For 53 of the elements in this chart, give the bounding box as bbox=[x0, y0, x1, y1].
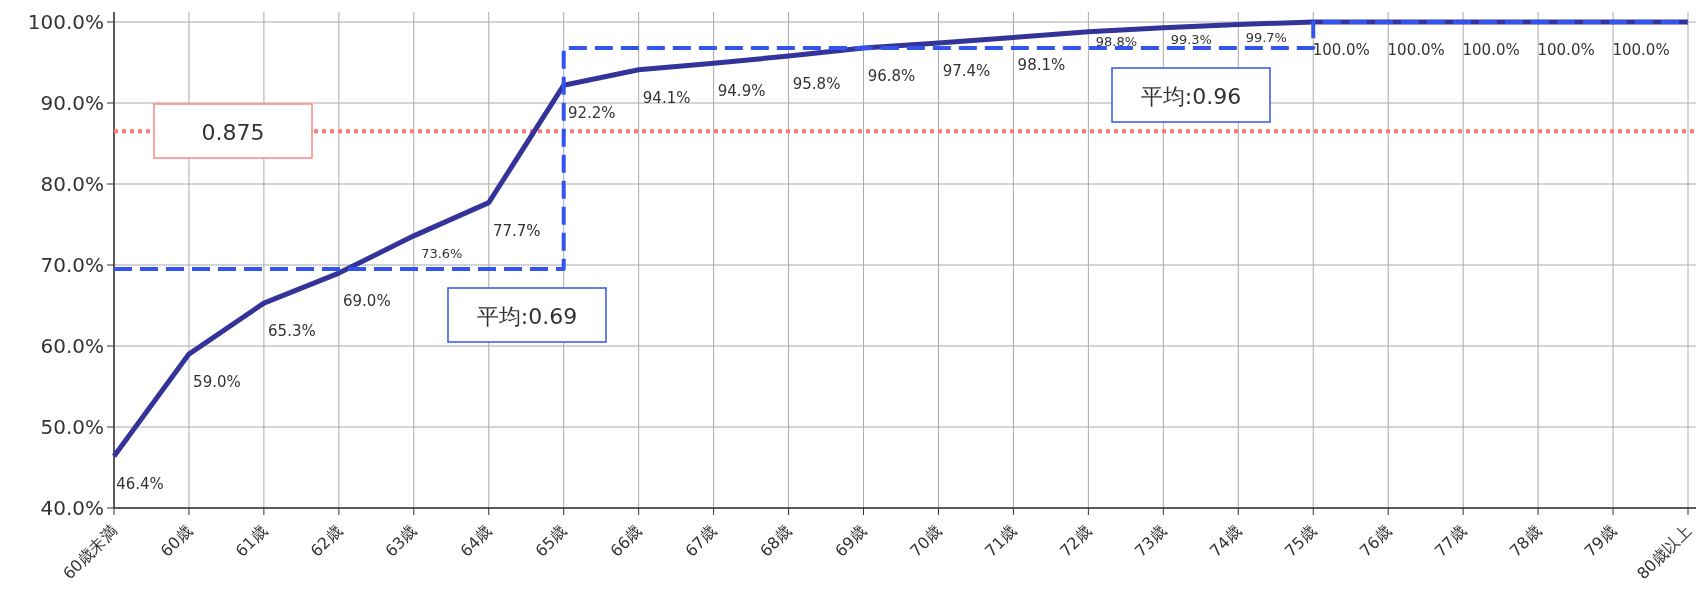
x-tick-label: 60歳未満 bbox=[59, 521, 121, 584]
data-label: 98.1% bbox=[1017, 56, 1066, 75]
data-label: 100.0% bbox=[1312, 41, 1370, 59]
x-tick-label: 76歳 bbox=[1355, 521, 1396, 561]
x-tick-label: 80歳以上 bbox=[1633, 521, 1695, 584]
data-label: 99.3% bbox=[1170, 31, 1212, 47]
y-tick-label: 80.0% bbox=[40, 172, 104, 196]
data-label: 100.0% bbox=[1387, 41, 1445, 59]
x-tick-label: 61歳 bbox=[231, 521, 271, 561]
data-label: 95.8% bbox=[792, 75, 841, 94]
data-label: 97.4% bbox=[942, 62, 991, 81]
x-tick-label: 71歳 bbox=[981, 521, 1021, 561]
x-tick-label: 63歳 bbox=[381, 521, 421, 561]
x-tick-label: 64歳 bbox=[456, 521, 496, 561]
data-label: 94.9% bbox=[717, 82, 766, 101]
data-label: 77.7% bbox=[492, 221, 541, 240]
x-tick-label: 69歳 bbox=[831, 521, 871, 561]
x-tick-label: 72歳 bbox=[1056, 521, 1096, 561]
data-label: 73.6% bbox=[421, 246, 463, 262]
x-tick-label: 79歳 bbox=[1580, 521, 1620, 561]
y-tick-label: 40.0% bbox=[40, 496, 104, 520]
x-tick-label: 60歳 bbox=[156, 521, 196, 561]
data-label: 99.7% bbox=[1245, 30, 1287, 46]
x-tick-label: 67歳 bbox=[681, 521, 721, 561]
x-tick-label: 74歳 bbox=[1205, 521, 1246, 561]
data-label: 92.2% bbox=[567, 104, 616, 123]
data-label: 98.8% bbox=[1095, 33, 1138, 49]
data-label: 100.0% bbox=[1462, 41, 1520, 59]
y-tick-label: 50.0% bbox=[40, 415, 104, 439]
data-label: 69.0% bbox=[343, 292, 391, 311]
data-label: 65.3% bbox=[268, 322, 316, 341]
data-label: 46.4% bbox=[116, 475, 164, 494]
data-label: 100.0% bbox=[1612, 41, 1670, 59]
x-tick-label: 75歳 bbox=[1280, 521, 1321, 561]
x-tick-label: 68歳 bbox=[756, 521, 796, 561]
x-tick-label: 73歳 bbox=[1131, 521, 1171, 561]
annotation: 平均:0.69 bbox=[476, 304, 578, 329]
y-tick-label: 60.0% bbox=[40, 334, 104, 358]
y-tick-label: 90.0% bbox=[40, 91, 104, 115]
data-label: 100.0% bbox=[1537, 41, 1595, 59]
annotation: 0.875 bbox=[201, 120, 265, 145]
x-tick-label: 65歳 bbox=[531, 521, 571, 561]
x-tick-label: 62歳 bbox=[306, 521, 346, 561]
annotation: 平均:0.96 bbox=[1140, 84, 1242, 109]
data-label: 96.8% bbox=[867, 66, 916, 85]
x-tick-label: 70歳 bbox=[906, 521, 946, 561]
data-label: 59.0% bbox=[193, 373, 241, 392]
x-tick-label: 77歳 bbox=[1430, 521, 1470, 561]
x-tick-label: 78歳 bbox=[1505, 521, 1545, 561]
data-label: 94.1% bbox=[642, 88, 691, 107]
x-tick-label: 66歳 bbox=[606, 521, 646, 561]
y-tick-label: 70.0% bbox=[40, 253, 104, 277]
y-tick-label: 100.0% bbox=[27, 10, 104, 34]
